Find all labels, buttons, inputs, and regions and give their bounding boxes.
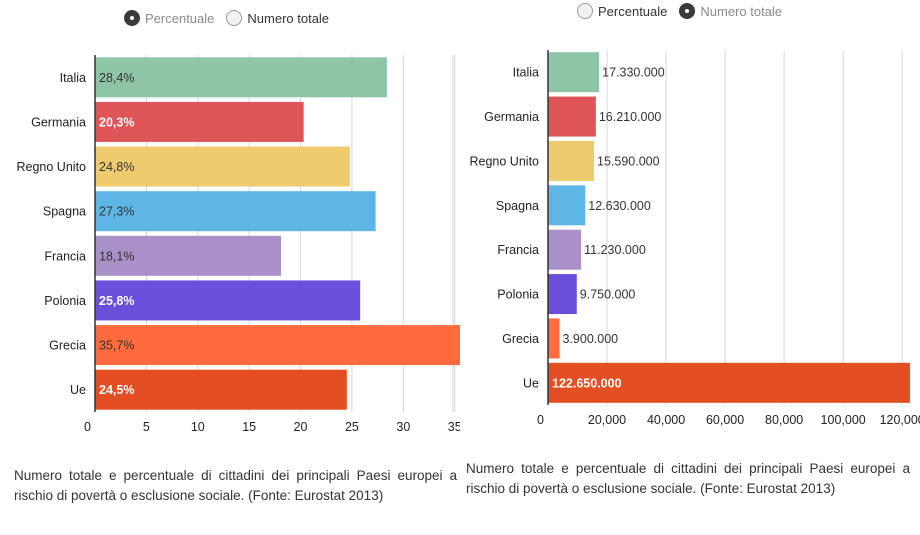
bar	[548, 96, 596, 137]
bar	[548, 274, 577, 315]
x-tick-label: 100,000	[821, 413, 866, 427]
bar	[95, 191, 376, 232]
x-tick-label: 120,000	[880, 413, 920, 427]
value-label: 28,4%	[99, 71, 134, 85]
x-tick-label: 35	[448, 420, 460, 434]
value-label: 18,1%	[99, 249, 134, 263]
bar	[95, 325, 460, 366]
x-tick-label: 20,000	[588, 413, 626, 427]
value-label: 20,3%	[99, 115, 134, 129]
bar	[95, 235, 282, 276]
total-option-label: Numero totale	[247, 10, 330, 26]
bar	[548, 140, 595, 181]
bar	[548, 362, 910, 403]
radio-selected-icon	[679, 3, 696, 19]
category-label: Ue	[523, 376, 539, 390]
bar	[548, 52, 600, 93]
value-label: 35,7%	[99, 339, 134, 353]
percent-option[interactable]: Percentuale	[124, 10, 214, 26]
radio-unselected-icon	[226, 10, 243, 26]
x-tick-label: 5	[143, 420, 150, 434]
x-tick-label: 60,000	[706, 413, 744, 427]
bar	[95, 369, 347, 410]
bar	[95, 280, 361, 321]
percent-option-label: Percentuale	[145, 10, 215, 26]
x-tick-label: 20	[294, 420, 308, 434]
value-label: 24,5%	[99, 383, 134, 397]
chart-caption: Numero totale e percentuale di cittadini…	[14, 468, 457, 503]
category-label: Spagna	[43, 205, 86, 219]
left-chart-panel: Percentuale Numero totale Italia 28,4% Ger…	[14, 10, 460, 503]
value-label: 25,8%	[99, 294, 134, 308]
x-tick-label: 10	[191, 420, 205, 434]
category-label: Italia	[60, 71, 86, 85]
x-tick-label: 0	[537, 413, 544, 427]
category-label: Polonia	[44, 294, 86, 308]
bar	[95, 101, 304, 142]
percent-option-label: Percentuale	[598, 3, 668, 19]
bar	[548, 318, 560, 359]
value-label: 24,8%	[99, 160, 134, 174]
right-chart-panel: Percentuale Numero totale Italia 17.330.0…	[462, 0, 920, 535]
bar	[548, 185, 586, 226]
category-label: Ue	[70, 383, 86, 397]
bar	[95, 57, 387, 98]
category-label: Polonia	[497, 288, 539, 302]
view-toggle: Percentuale Numero totale	[577, 3, 794, 19]
total-option[interactable]: Numero totale	[679, 3, 782, 19]
x-tick-label: 40,000	[647, 413, 685, 427]
value-label: 27,3%	[99, 205, 134, 219]
category-label: Francia	[497, 243, 539, 257]
value-label: 12.630.000	[588, 199, 651, 213]
value-label: 122.650.000	[552, 376, 622, 390]
value-label: 15.590.000	[597, 154, 660, 168]
value-label: 9.750.000	[580, 288, 636, 302]
bar	[548, 229, 582, 270]
chart-caption: Numero totale e percentuale di cittadini…	[466, 461, 910, 496]
total-bar-chart: Italia 17.330.000 Germania 16.210.000 Regno …	[470, 50, 920, 427]
x-tick-label: 15	[242, 420, 256, 434]
x-tick-label: 0	[84, 420, 91, 434]
radio-unselected-icon	[577, 3, 593, 19]
x-tick-label: 80,000	[765, 413, 803, 427]
category-label: Regno Unito	[17, 160, 87, 174]
value-label: 11.230.000	[584, 243, 646, 257]
category-label: Italia	[513, 66, 539, 80]
percent-option[interactable]: Percentuale	[577, 3, 667, 19]
total-option-label: Numero totale	[700, 3, 783, 19]
bar	[95, 146, 350, 187]
radio-selected-icon	[124, 10, 140, 26]
x-tick-label: 25	[345, 420, 359, 434]
value-label: 3.900.000	[563, 332, 619, 346]
value-label: 17.330.000	[602, 66, 665, 80]
value-label: 16.210.000	[599, 110, 662, 124]
category-label: Grecia	[49, 339, 86, 353]
category-label: Regno Unito	[470, 154, 540, 168]
category-label: Francia	[44, 249, 86, 263]
category-label: Grecia	[502, 332, 539, 346]
total-option[interactable]: Numero totale	[226, 10, 329, 26]
category-label: Germania	[31, 115, 86, 129]
x-tick-label: 30	[396, 420, 410, 434]
view-toggle: Percentuale Numero totale	[124, 10, 341, 26]
category-label: Germania	[484, 110, 539, 124]
percent-bar-chart: Italia 28,4% Germania 20,3% Regno Unito 24,8%…	[17, 55, 460, 434]
category-label: Spagna	[496, 199, 539, 213]
